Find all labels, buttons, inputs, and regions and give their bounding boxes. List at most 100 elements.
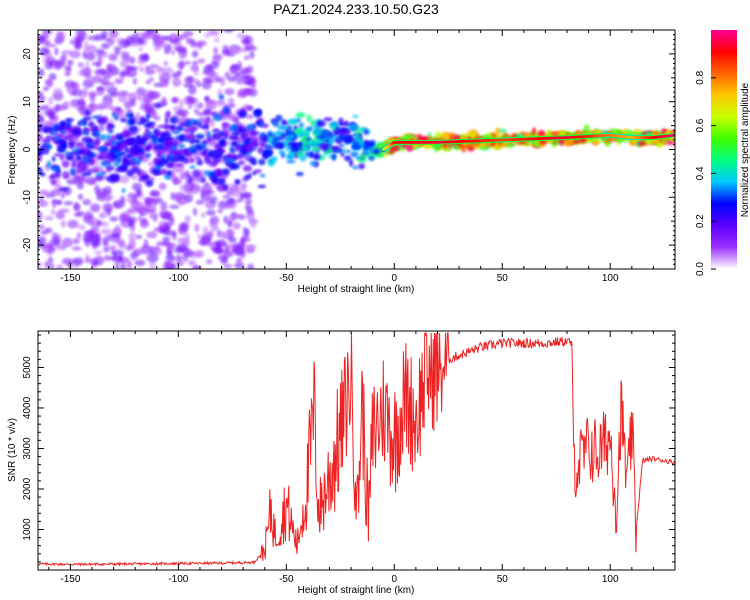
- spectral-blob: [285, 154, 295, 160]
- spectral-blob: [162, 135, 168, 143]
- x-tick-label: -100: [168, 273, 188, 284]
- noise-speckle: [61, 237, 73, 248]
- spectral-blob: [51, 156, 56, 162]
- noise-speckle: [172, 77, 182, 88]
- spectral-blob: [138, 177, 143, 182]
- noise-speckle: [66, 59, 74, 66]
- spectral-blob: [358, 163, 365, 170]
- noise-speckle: [101, 42, 111, 50]
- spectral-blob: [251, 139, 257, 145]
- spectral-blob: [298, 122, 305, 129]
- noise-speckle: [56, 264, 63, 269]
- noise-speckle: [205, 79, 215, 84]
- noise-speckle: [38, 110, 42, 117]
- spectral-blob: [285, 128, 290, 136]
- noise-speckle: [104, 240, 109, 247]
- noise-speckle: [153, 82, 164, 88]
- noise-speckle: [51, 199, 62, 204]
- noise-speckle: [184, 193, 194, 203]
- chart-title: PAZ1.2024.233.10.50.G23: [273, 1, 439, 17]
- spectral-blob: [192, 139, 202, 144]
- spectral-blob: [114, 115, 119, 121]
- spectral-blob: [343, 120, 349, 127]
- noise-speckle: [45, 43, 57, 48]
- noise-speckle: [102, 71, 112, 80]
- noise-speckle: [227, 204, 236, 210]
- spectral-blob: [331, 121, 339, 127]
- spectral-blob: [454, 143, 460, 151]
- noise-speckle: [83, 40, 89, 51]
- spectral-blob: [661, 128, 668, 134]
- spectral-blob: [344, 136, 354, 144]
- noise-speckle: [99, 211, 107, 219]
- y-tick-label: 0: [22, 146, 33, 152]
- noise-speckle: [236, 257, 243, 264]
- spectral-blob: [163, 141, 170, 146]
- noise-speckle: [118, 213, 129, 222]
- spectral-blob: [229, 145, 235, 154]
- noise-speckle: [89, 203, 101, 213]
- noise-speckle: [74, 178, 82, 186]
- noise-speckle: [149, 64, 160, 69]
- noise-speckle: [239, 239, 246, 248]
- noise-speckle: [66, 178, 77, 185]
- spectral-blob: [61, 160, 70, 168]
- noise-speckle: [72, 88, 83, 97]
- spectral-blob: [210, 161, 217, 166]
- noise-speckle: [84, 210, 94, 221]
- spectral-blob: [267, 158, 275, 167]
- noise-speckle: [135, 234, 143, 240]
- noise-speckle: [127, 216, 138, 224]
- noise-speckle: [148, 77, 154, 82]
- spectral-blob: [184, 135, 194, 140]
- noise-speckle: [85, 176, 97, 185]
- spectral-blob: [427, 132, 432, 137]
- colorbar-tick-label: 0.8: [695, 70, 706, 84]
- spectral-blob: [309, 151, 314, 159]
- noise-speckle: [192, 60, 199, 65]
- noise-speckle: [146, 231, 158, 239]
- spectral-blob: [405, 144, 414, 152]
- spectral-blob: [347, 123, 357, 130]
- spectral-blob: [196, 144, 203, 152]
- spectral-blob: [584, 124, 590, 131]
- spectral-blob: [205, 115, 211, 124]
- noise-speckle: [55, 210, 66, 220]
- x-tick-label: -150: [60, 574, 80, 585]
- spectral-blob: [64, 152, 74, 157]
- noise-speckle: [234, 261, 245, 269]
- spectral-blob: [617, 138, 623, 143]
- spectral-blob: [189, 165, 196, 169]
- noise-speckle: [140, 247, 147, 254]
- spectral-blob: [85, 110, 90, 116]
- spectral-blob: [136, 189, 142, 197]
- colorbar-gradient: [711, 30, 737, 269]
- noise-speckle: [193, 103, 204, 108]
- noise-speckle: [187, 260, 196, 266]
- spectral-blob: [281, 119, 287, 125]
- noise-speckle: [196, 234, 203, 239]
- spectral-blob: [113, 150, 120, 157]
- spectral-blob: [115, 156, 123, 164]
- spectral-blob: [136, 155, 145, 159]
- spectral-blob: [195, 134, 205, 139]
- noise-speckle: [126, 64, 131, 75]
- spectral-blob: [222, 122, 230, 128]
- noise-speckle: [191, 50, 199, 58]
- noise-speckle: [104, 37, 111, 42]
- spectral-blob: [626, 130, 631, 135]
- x-tick-label: 50: [497, 273, 509, 284]
- spectral-blob: [145, 113, 150, 120]
- spectral-blob: [440, 132, 450, 140]
- noise-speckle: [61, 257, 74, 266]
- spectral-blob: [306, 114, 312, 123]
- spectral-blob: [302, 140, 312, 146]
- spectral-blob: [67, 134, 74, 142]
- noise-speckle: [77, 70, 90, 77]
- y-tick-label: 3000: [22, 437, 33, 460]
- noise-speckle: [227, 220, 233, 228]
- spectral-blob: [316, 120, 326, 128]
- spectral-blob: [248, 156, 257, 165]
- spectral-blob: [91, 132, 97, 136]
